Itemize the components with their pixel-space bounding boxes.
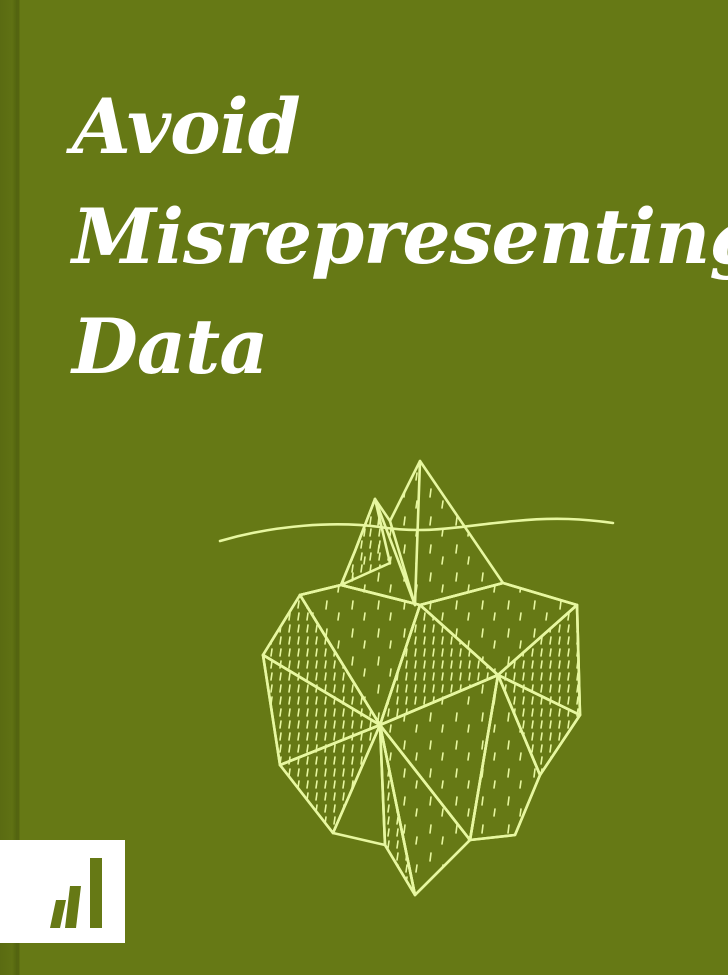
book-spine [0,0,20,975]
title-line-3: Data [72,302,269,391]
title-line-2: Misrepresenting [72,192,728,281]
book-title: Avoid Misrepresenting Data [72,72,728,402]
bar-chart-logo-icon [50,858,102,928]
iceberg-sketch-icon [218,459,615,897]
spine-edge [16,0,19,975]
publisher-logo [0,840,125,943]
title-line-1: Avoid [72,82,301,171]
